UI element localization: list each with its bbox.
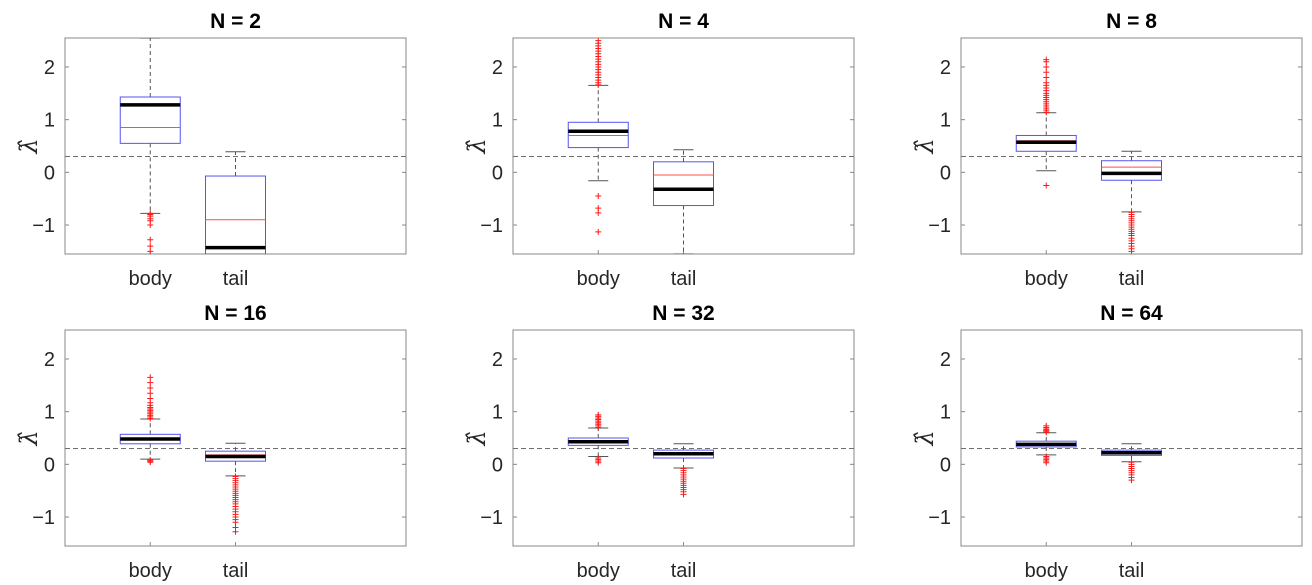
y-tick-label: 2 bbox=[44, 349, 55, 371]
outlier-point bbox=[1128, 477, 1135, 484]
y-tick-label: −1 bbox=[480, 215, 503, 237]
axes-frame bbox=[512, 329, 855, 547]
outlier-point bbox=[147, 236, 154, 243]
iqr-box bbox=[1101, 160, 1162, 181]
y-tick-label: −1 bbox=[480, 507, 503, 529]
y-tick-label: 1 bbox=[492, 110, 503, 132]
outlier-point bbox=[1128, 248, 1135, 254]
subplot-title: N = 16 bbox=[204, 302, 266, 325]
plot-area bbox=[1015, 56, 1162, 254]
outlier-point bbox=[1043, 63, 1050, 70]
y-tick-label: 0 bbox=[492, 162, 503, 184]
plot-area bbox=[567, 411, 714, 498]
outlier-point bbox=[1043, 79, 1050, 86]
y-tick-label: 2 bbox=[492, 349, 503, 371]
y-axis-label: λ̂ bbox=[15, 138, 43, 154]
iqr-box bbox=[567, 121, 629, 149]
x-tick-label: body bbox=[1025, 268, 1068, 290]
y-tick-label: 2 bbox=[940, 57, 951, 79]
outlier-point bbox=[147, 395, 154, 402]
y-axis-label: λ̂ bbox=[463, 430, 491, 446]
y-tick-label: 1 bbox=[492, 402, 503, 424]
outlier-point bbox=[1043, 459, 1050, 466]
outlier-point bbox=[1043, 182, 1050, 189]
x-tick-label: tail bbox=[223, 268, 249, 290]
y-axis-label: λ̂ bbox=[463, 138, 491, 154]
y-tick-label: 0 bbox=[940, 454, 951, 476]
outlier-point bbox=[147, 459, 154, 466]
subplot-5: −1 0 1 2 body tail N = 32 λ̂ bbox=[463, 302, 855, 582]
y-axis-label: λ̂ bbox=[911, 430, 939, 446]
plot-area bbox=[567, 38, 714, 254]
plot-area bbox=[1015, 422, 1162, 484]
subplot-1: −1 0 1 2 body tail N = 2 λ̂ bbox=[15, 10, 407, 290]
outlier-point bbox=[147, 384, 154, 391]
subplot-6: −1 0 1 2 body tail N = 64 λ̂ bbox=[911, 302, 1303, 582]
outlier-point bbox=[1043, 74, 1050, 81]
y-tick-label: 1 bbox=[44, 402, 55, 424]
y-tick-label: 0 bbox=[44, 162, 55, 184]
x-tick-label: tail bbox=[1119, 560, 1145, 582]
x-tick-label: tail bbox=[223, 560, 249, 582]
y-tick-label: 2 bbox=[940, 349, 951, 371]
y-tick-label: −1 bbox=[32, 507, 55, 529]
y-tick-label: −1 bbox=[928, 215, 951, 237]
subplot-title: N = 4 bbox=[658, 10, 709, 33]
y-tick-label: 1 bbox=[44, 110, 55, 132]
outlier-point bbox=[147, 243, 154, 250]
subplot-title: N = 8 bbox=[1106, 10, 1157, 33]
outlier-point bbox=[147, 222, 154, 229]
outlier-point bbox=[595, 411, 602, 418]
x-tick-label: body bbox=[1025, 560, 1068, 582]
outlier-point bbox=[595, 459, 602, 466]
axes-frame bbox=[960, 329, 1303, 547]
outlier-point bbox=[147, 248, 154, 254]
subplot-title: N = 2 bbox=[210, 10, 261, 33]
outlier-point bbox=[680, 491, 687, 498]
outlier-point bbox=[232, 528, 239, 535]
y-tick-label: 2 bbox=[492, 57, 503, 79]
outlier-point bbox=[147, 374, 154, 381]
x-tick-label: tail bbox=[671, 268, 697, 290]
subplot-3: −1 0 1 2 body tail N = 8 λ̂ bbox=[911, 10, 1303, 290]
outlier-point bbox=[595, 193, 602, 200]
y-tick-label: 2 bbox=[44, 57, 55, 79]
y-tick-label: 0 bbox=[940, 162, 951, 184]
y-tick-label: 0 bbox=[492, 454, 503, 476]
iqr-box bbox=[205, 175, 266, 254]
subplot-2: −1 0 1 2 body tail N = 4 λ̂ bbox=[463, 10, 855, 290]
outlier-point bbox=[595, 209, 602, 216]
x-tick-label: tail bbox=[1119, 268, 1145, 290]
y-tick-label: 1 bbox=[940, 402, 951, 424]
y-axis-label: λ̂ bbox=[911, 138, 939, 154]
subplot-title: N = 32 bbox=[652, 302, 714, 325]
outlier-point bbox=[1043, 69, 1050, 76]
y-tick-label: 0 bbox=[44, 454, 55, 476]
outlier-point bbox=[595, 228, 602, 235]
subplot-4: −1 0 1 2 body tail N = 16 λ̂ bbox=[15, 302, 407, 582]
y-tick-label: −1 bbox=[928, 507, 951, 529]
plot-area bbox=[119, 38, 266, 254]
x-tick-label: body bbox=[577, 560, 620, 582]
y-axis-label: λ̂ bbox=[15, 430, 43, 446]
outlier-point bbox=[1043, 422, 1050, 429]
x-tick-label: tail bbox=[671, 560, 697, 582]
y-tick-label: 1 bbox=[940, 110, 951, 132]
outlier-point bbox=[595, 38, 602, 44]
outlier-point bbox=[232, 519, 239, 526]
y-tick-label: −1 bbox=[32, 215, 55, 237]
subplot-title: N = 64 bbox=[1100, 302, 1163, 325]
x-tick-label: body bbox=[129, 560, 172, 582]
x-tick-label: body bbox=[577, 268, 620, 290]
outlier-point bbox=[147, 379, 154, 386]
x-tick-label: body bbox=[129, 268, 172, 290]
plot-area bbox=[119, 374, 266, 535]
outlier-point bbox=[1043, 56, 1050, 63]
iqr-box bbox=[653, 161, 714, 207]
outlier-point bbox=[147, 390, 154, 397]
